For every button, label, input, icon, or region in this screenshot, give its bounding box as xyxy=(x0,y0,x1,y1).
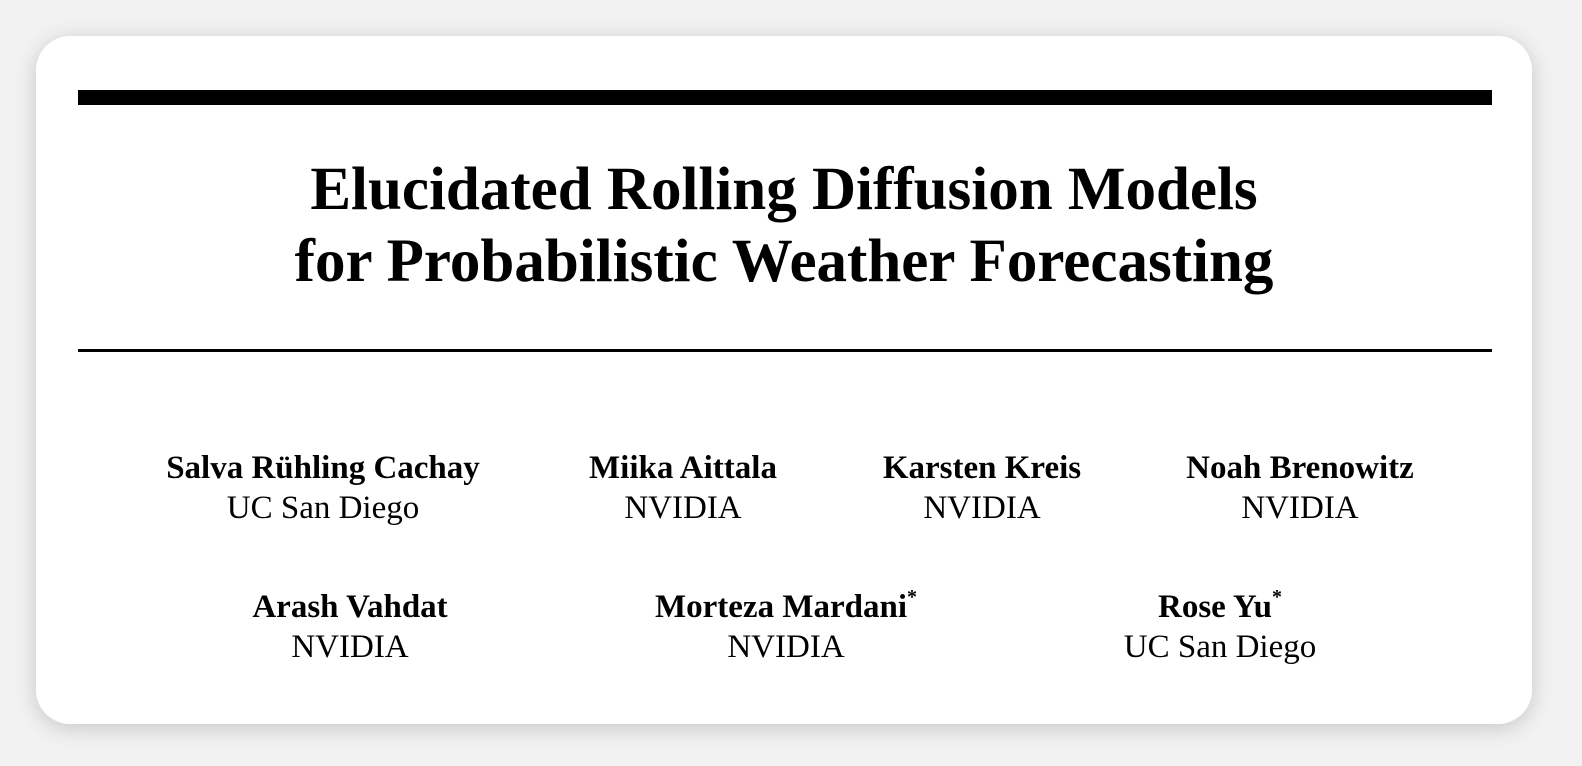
author-block: Morteza Mardani* NVIDIA xyxy=(655,587,917,667)
author-block: Karsten Kreis NVIDIA xyxy=(883,448,1081,528)
author-block: Noah Brenowitz NVIDIA xyxy=(1186,448,1414,528)
author-name: Salva Rühling Cachay xyxy=(166,450,480,486)
author-name: Rose Yu* xyxy=(1157,586,1282,625)
title-line-1: Elucidated Rolling Diffusion Models xyxy=(310,156,1258,223)
author-affiliation: UC San Diego xyxy=(226,490,420,526)
title-line-2: for Probabilistic Weather Forecasting xyxy=(294,228,1274,295)
author-name: Miika Aittala xyxy=(589,450,777,486)
author-block: Miika Aittala NVIDIA xyxy=(589,448,777,528)
author-name: Karsten Kreis xyxy=(882,450,1082,486)
author-affiliation: NVIDIA xyxy=(624,490,742,526)
author-mark: * xyxy=(1272,586,1282,608)
author-block: Arash Vahdat NVIDIA xyxy=(252,587,447,667)
author-mark: * xyxy=(907,586,917,608)
author-affiliation: NVIDIA xyxy=(1241,490,1359,526)
author-name: Arash Vahdat xyxy=(252,589,448,625)
author-affiliation: NVIDIA xyxy=(291,629,409,665)
top-rule xyxy=(78,90,1492,105)
author-block: Rose Yu* UC San Diego xyxy=(1124,587,1317,667)
author-name: Noah Brenowitz xyxy=(1186,450,1414,486)
author-name: Morteza Mardani* xyxy=(655,586,917,625)
author-affiliation: NVIDIA xyxy=(727,629,845,665)
paper-header-card: Elucidated Rolling Diffusion Models for … xyxy=(36,36,1532,724)
bottom-rule xyxy=(78,349,1492,352)
author-block: Salva Rühling Cachay UC San Diego xyxy=(166,448,480,528)
author-affiliation: UC San Diego xyxy=(1123,629,1317,665)
author-affiliation: NVIDIA xyxy=(923,490,1041,526)
paper-title: Elucidated Rolling Diffusion Models for … xyxy=(36,154,1532,298)
